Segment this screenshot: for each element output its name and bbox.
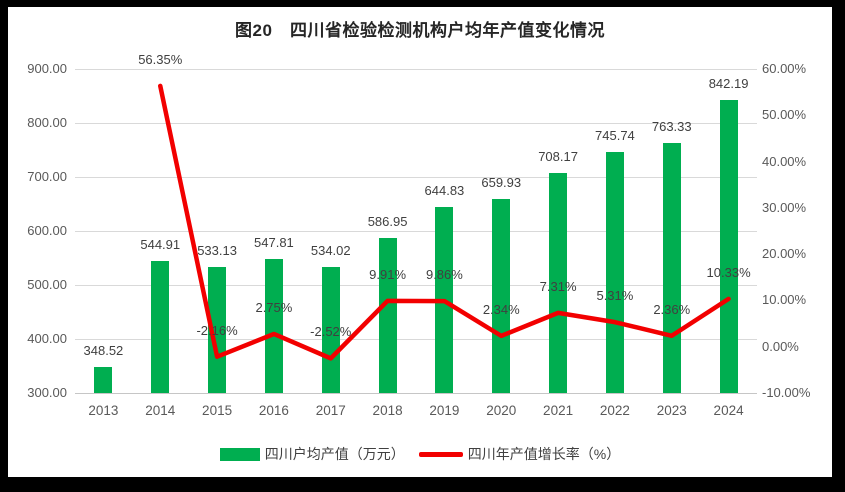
line-data-label: 2.75%: [255, 299, 293, 315]
grid-line: [75, 338, 757, 340]
grid-line: [75, 230, 757, 232]
bar-series-swatch-icon: [219, 447, 260, 461]
x-axis-tick-label: 2015: [202, 403, 233, 418]
left-axis-tick-label: 400.00: [27, 331, 67, 346]
bar: [492, 198, 511, 393]
grid-line: [75, 176, 757, 178]
bar-data-label: 544.91: [140, 236, 181, 252]
grid-line: [75, 392, 757, 394]
line-data-label: 5.31%: [596, 288, 634, 304]
right-axis-tick-label: -10.00%: [762, 385, 811, 400]
line-data-label: -2.52%: [310, 324, 352, 340]
bar-data-label: 644.83: [424, 182, 465, 198]
bar-data-label: 745.74: [595, 128, 635, 144]
left-axis-tick-label: 300.00: [27, 385, 67, 400]
bar-data-label: 348.52: [83, 342, 124, 358]
bar: [549, 172, 568, 393]
bar: [321, 266, 340, 393]
x-axis-tick-label: 2019: [429, 403, 460, 418]
bar-data-label: 708.17: [538, 148, 578, 164]
bar: [605, 152, 624, 393]
line-data-label: 56.35%: [138, 51, 183, 67]
bar: [151, 260, 170, 393]
bar-data-label: 533.13: [197, 243, 237, 259]
bar-data-label: 586.95: [367, 214, 408, 230]
line-data-label: 7.31%: [539, 278, 577, 294]
grid-line: [75, 284, 757, 286]
right-axis-tick-label: 0.00%: [762, 338, 799, 354]
grid-line: [75, 122, 757, 124]
legend-label-bar-series: 四川户均产值（万元）: [264, 446, 405, 462]
x-axis-tick-label: 2016: [258, 403, 289, 418]
growth-rate-line: [158, 83, 731, 361]
right-axis-tick-label: 30.00%: [762, 199, 807, 215]
line-data-label: 9.86%: [425, 267, 463, 283]
legend-item-line-series: 四川年产值增长率（%）: [418, 444, 621, 464]
line-data-label: 10.33%: [706, 264, 751, 280]
bar: [94, 366, 113, 393]
bar-data-label: 547.81: [254, 235, 294, 251]
legend-item-bar-series: 四川户均产值（万元）: [219, 444, 405, 464]
x-axis-tick-label: 2017: [315, 403, 346, 418]
bar: [264, 259, 283, 393]
left-axis-tick-label: 700.00: [27, 169, 67, 184]
bar: [378, 238, 397, 393]
plot-area: 900.00 800.00 700.00 600.00 500.00 400.00 300.…: [8, 7, 832, 477]
line-data-label: 2.34%: [482, 301, 520, 317]
bar-data-label: 659.93: [481, 174, 522, 190]
right-axis-tick-label: 10.00%: [762, 292, 807, 308]
chart-title: 图20 四川省检验检测机构户均年产值变化情况: [235, 21, 605, 40]
bar-data-label: 534.02: [310, 242, 351, 258]
right-axis-tick-label: 40.00%: [762, 153, 807, 169]
left-axis-tick-label: 600.00: [27, 223, 67, 238]
x-axis-tick-label: 2022: [599, 403, 630, 418]
bar: [208, 267, 227, 393]
bar: [719, 100, 738, 393]
legend-label-line-series: 四川年产值增长率（%）: [467, 446, 621, 462]
right-axis-tick-label: 60.00%: [762, 61, 807, 76]
line-series-swatch-icon: [418, 451, 463, 457]
right-axis-tick-label: 50.00%: [762, 107, 807, 123]
left-axis-tick-label: 500.00: [27, 277, 67, 292]
line-data-label: 2.36%: [653, 301, 691, 317]
x-axis-tick-label: 2021: [543, 403, 574, 418]
bar-data-label: 763.33: [651, 118, 692, 134]
x-axis-tick-label: 2014: [145, 403, 176, 418]
line-data-label: -2.16%: [196, 322, 238, 338]
x-axis-tick-label: 2023: [656, 403, 687, 418]
left-axis-tick-label: 900.00: [27, 61, 67, 76]
x-axis-tick-label: 2018: [372, 403, 403, 418]
left-axis-tick-label: 800.00: [27, 115, 67, 130]
line-data-label: 9.91%: [369, 266, 407, 282]
x-axis-tick-label: 2020: [486, 403, 517, 418]
bar-data-label: 842.19: [708, 76, 749, 92]
right-axis-tick-label: 20.00%: [762, 246, 807, 262]
x-axis-tick-label: 2024: [713, 403, 744, 418]
legend: 四川户均产值（万元） 四川年产值增长率（%）: [8, 444, 832, 464]
grid-line: [75, 68, 757, 70]
chart-panel: 图20 四川省检验检测机构户均年产值变化情况 900.00 800.00 700.0…: [8, 7, 832, 477]
x-axis-tick-label: 2013: [88, 403, 119, 418]
